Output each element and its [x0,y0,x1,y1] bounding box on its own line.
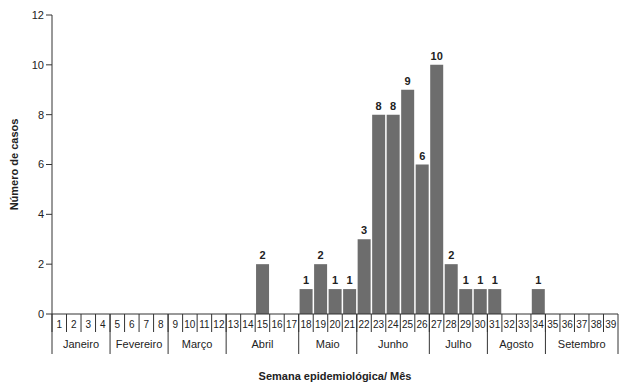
svg-text:7: 7 [144,319,150,330]
svg-text:1: 1 [347,274,353,286]
svg-text:4: 4 [38,208,44,220]
svg-text:Número de casos: Número de casos [8,119,20,211]
svg-text:31: 31 [489,319,501,330]
svg-text:1: 1 [492,274,498,286]
svg-text:19: 19 [315,319,327,330]
svg-text:0: 0 [38,308,44,320]
svg-text:Setembro: Setembro [558,338,606,350]
svg-text:10: 10 [431,50,443,62]
svg-text:23: 23 [373,319,385,330]
svg-text:32: 32 [504,319,516,330]
svg-text:1: 1 [56,319,62,330]
svg-text:35: 35 [547,319,559,330]
svg-text:9: 9 [405,75,411,87]
svg-text:21: 21 [344,319,356,330]
svg-text:12: 12 [213,319,225,330]
svg-text:Fevereiro: Fevereiro [116,338,162,350]
svg-text:9: 9 [173,319,179,330]
svg-text:20: 20 [329,319,341,330]
svg-text:6: 6 [38,158,44,170]
svg-text:25: 25 [402,319,414,330]
svg-text:6: 6 [419,150,425,162]
svg-text:30: 30 [475,319,487,330]
svg-text:18: 18 [300,319,312,330]
svg-text:5: 5 [115,319,121,330]
svg-text:36: 36 [562,319,574,330]
svg-text:14: 14 [242,319,254,330]
svg-text:10: 10 [32,59,44,71]
svg-text:8: 8 [390,100,396,112]
svg-text:1: 1 [303,274,309,286]
svg-text:24: 24 [387,319,399,330]
svg-text:8: 8 [38,109,44,121]
svg-text:1: 1 [332,274,338,286]
svg-text:1: 1 [535,274,541,286]
svg-text:6: 6 [129,319,135,330]
svg-text:26: 26 [417,319,429,330]
svg-text:Janeiro: Janeiro [63,338,99,350]
svg-text:Junho: Junho [378,338,408,350]
svg-text:1: 1 [463,274,469,286]
svg-text:Semana epidemiológica/ Mês: Semana epidemiológica/ Mês [259,370,412,382]
svg-text:Abril: Abril [251,338,273,350]
svg-text:22: 22 [358,319,370,330]
svg-text:12: 12 [32,9,44,21]
svg-text:10: 10 [184,319,196,330]
svg-text:2: 2 [448,249,454,261]
svg-text:3: 3 [86,319,92,330]
svg-text:16: 16 [271,319,283,330]
svg-text:Julho: Julho [445,338,471,350]
svg-text:28: 28 [446,319,458,330]
svg-text:39: 39 [605,319,617,330]
svg-text:3: 3 [361,224,367,236]
svg-text:17: 17 [286,319,298,330]
svg-text:27: 27 [431,319,443,330]
svg-text:2: 2 [259,249,265,261]
svg-text:33: 33 [518,319,530,330]
svg-text:37: 37 [576,319,588,330]
svg-text:2: 2 [71,319,77,330]
svg-text:34: 34 [533,319,545,330]
svg-text:8: 8 [158,319,164,330]
svg-text:1: 1 [477,274,483,286]
svg-text:Março: Março [182,338,213,350]
svg-text:29: 29 [460,319,472,330]
svg-text:11: 11 [199,319,210,330]
svg-text:Agosto: Agosto [499,338,533,350]
svg-text:13: 13 [228,319,240,330]
svg-text:8: 8 [376,100,382,112]
svg-text:4: 4 [100,319,106,330]
svg-text:15: 15 [257,319,269,330]
svg-text:Maio: Maio [316,338,340,350]
svg-text:38: 38 [591,319,603,330]
svg-text:2: 2 [318,249,324,261]
svg-text:2: 2 [38,258,44,270]
